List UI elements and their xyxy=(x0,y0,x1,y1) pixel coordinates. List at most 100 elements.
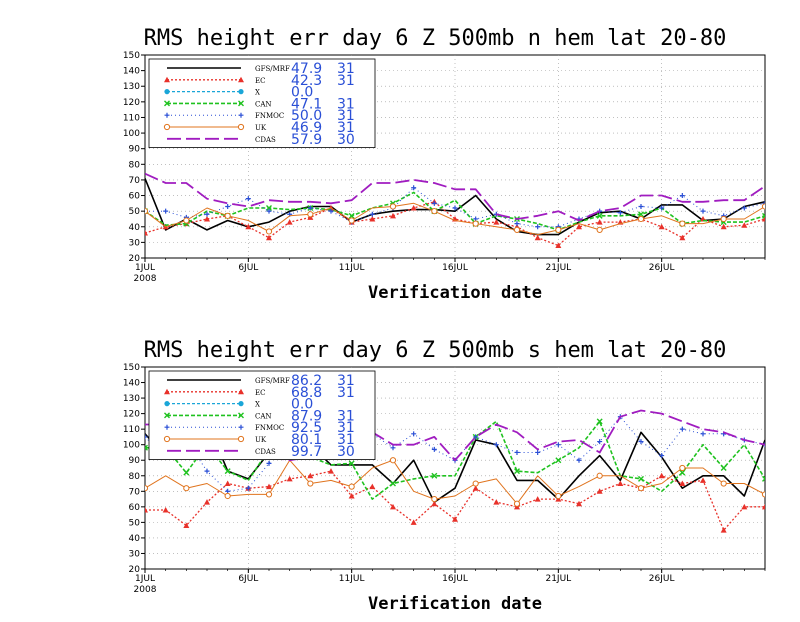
data-point-uk xyxy=(389,203,397,210)
chart-title: RMS height err day 6 Z 500mb s hem lat 2… xyxy=(144,338,727,363)
data-point-can xyxy=(679,469,686,476)
data-point-fnmoc xyxy=(245,485,251,491)
legend-count: 31 xyxy=(337,408,355,424)
data-point-fnmoc xyxy=(576,457,582,463)
legend-mean: 68.8 xyxy=(291,385,322,401)
data-point-ec xyxy=(348,492,355,499)
y-tick-label: 140 xyxy=(123,67,140,77)
data-point-can xyxy=(638,475,644,482)
data-point-ec xyxy=(452,516,458,522)
data-point-can xyxy=(145,444,148,451)
data-point-uk xyxy=(307,480,314,487)
legend-marker-ec xyxy=(238,76,244,83)
data-point-uk xyxy=(145,208,149,215)
legend-label: CDAS xyxy=(255,448,276,456)
y-tick-label: 100 xyxy=(123,129,140,139)
x-year-label: 2008 xyxy=(134,585,157,595)
legend-label: CAN xyxy=(255,412,272,420)
data-point-ec xyxy=(534,496,541,502)
y-tick-label: 110 xyxy=(123,113,140,123)
x-tick-label: 16JUL xyxy=(442,574,468,584)
legend-marker-uk xyxy=(163,435,171,443)
x-tick-label: 6JUL xyxy=(238,574,258,584)
data-point-can xyxy=(638,211,644,218)
y-tick-label: 80 xyxy=(129,472,141,482)
y-tick-label: 140 xyxy=(123,379,140,389)
data-point-ec xyxy=(576,223,582,230)
data-point-can xyxy=(555,457,562,464)
data-point-uk xyxy=(637,485,645,492)
data-point-fnmoc xyxy=(514,449,520,455)
y-tick-label: 40 xyxy=(129,534,141,544)
legend-marker-fnmoc xyxy=(164,112,170,118)
legend-count: 31 xyxy=(337,73,355,89)
legend-mean: 99.7 xyxy=(291,444,322,460)
data-point-ec xyxy=(266,483,272,490)
data-point-uk xyxy=(555,492,562,500)
data-point-uk xyxy=(431,495,438,503)
data-point-ec xyxy=(700,477,706,483)
data-point-uk xyxy=(145,485,149,492)
legend-mean: 42.3 xyxy=(291,73,322,89)
data-point-fnmoc xyxy=(266,460,272,466)
x-tick-label: 1JUL xyxy=(135,574,155,584)
data-point-ec xyxy=(596,219,603,225)
legend-mean: 80.1 xyxy=(291,432,322,448)
data-point-fnmoc xyxy=(411,185,417,191)
x-tick-label: 11JUL xyxy=(339,574,365,584)
data-point-uk xyxy=(720,215,727,223)
y-tick-label: 70 xyxy=(129,176,141,186)
legend-label: UK xyxy=(255,124,267,132)
data-point-uk xyxy=(265,491,273,498)
legend-mean: 50.0 xyxy=(291,108,322,124)
legend-label: FNMOC xyxy=(255,424,284,432)
data-point-ec xyxy=(245,223,252,230)
data-point-ec xyxy=(762,503,765,510)
legend-count: 31 xyxy=(337,373,355,389)
legend-marker-fnmoc xyxy=(238,112,244,118)
legend-label: CAN xyxy=(255,100,272,108)
legend-marker-x xyxy=(164,89,170,95)
data-point-can xyxy=(596,212,603,219)
legend-count: 31 xyxy=(337,385,355,401)
legend-label: X xyxy=(255,401,260,409)
data-point-fnmoc xyxy=(452,205,458,211)
legend-count: 31 xyxy=(337,96,355,112)
data-point-fnmoc xyxy=(493,442,499,448)
legend-label: EC xyxy=(255,389,265,397)
y-tick-label: 20 xyxy=(129,254,141,264)
series-line-cdas xyxy=(145,172,765,222)
data-point-ec xyxy=(493,499,500,505)
data-point-ec xyxy=(534,234,541,241)
x-year-label: 2008 xyxy=(134,274,157,284)
x-axis-label: Verification date xyxy=(368,283,542,303)
data-point-ec xyxy=(204,215,210,222)
data-point-fnmoc xyxy=(431,200,437,206)
data-point-ec xyxy=(162,506,169,513)
data-point-uk xyxy=(224,492,231,500)
y-tick-label: 90 xyxy=(129,456,141,466)
x-axis-label: Verification date xyxy=(368,594,542,614)
series-group xyxy=(145,172,765,249)
data-point-ec xyxy=(390,212,396,219)
data-point-ec xyxy=(679,480,686,487)
data-point-fnmoc xyxy=(411,431,417,437)
data-point-ec xyxy=(369,215,376,222)
data-point-fnmoc xyxy=(638,203,644,209)
y-tick-label: 60 xyxy=(129,503,141,513)
legend-mean: 92.5 xyxy=(291,420,322,436)
data-point-can xyxy=(390,480,396,487)
data-point-fnmoc xyxy=(597,439,603,445)
y-tick-label: 150 xyxy=(123,363,140,373)
legend-marker-can xyxy=(238,412,244,419)
data-point-can xyxy=(183,469,190,476)
data-point-ec xyxy=(410,519,417,525)
legend-marker-can xyxy=(164,100,170,107)
data-point-fnmoc xyxy=(431,446,437,452)
data-point-ec xyxy=(741,222,748,228)
legend-count: 31 xyxy=(337,108,355,124)
y-tick-label: 70 xyxy=(129,487,141,497)
data-point-uk xyxy=(183,217,190,224)
data-point-uk xyxy=(513,500,521,507)
